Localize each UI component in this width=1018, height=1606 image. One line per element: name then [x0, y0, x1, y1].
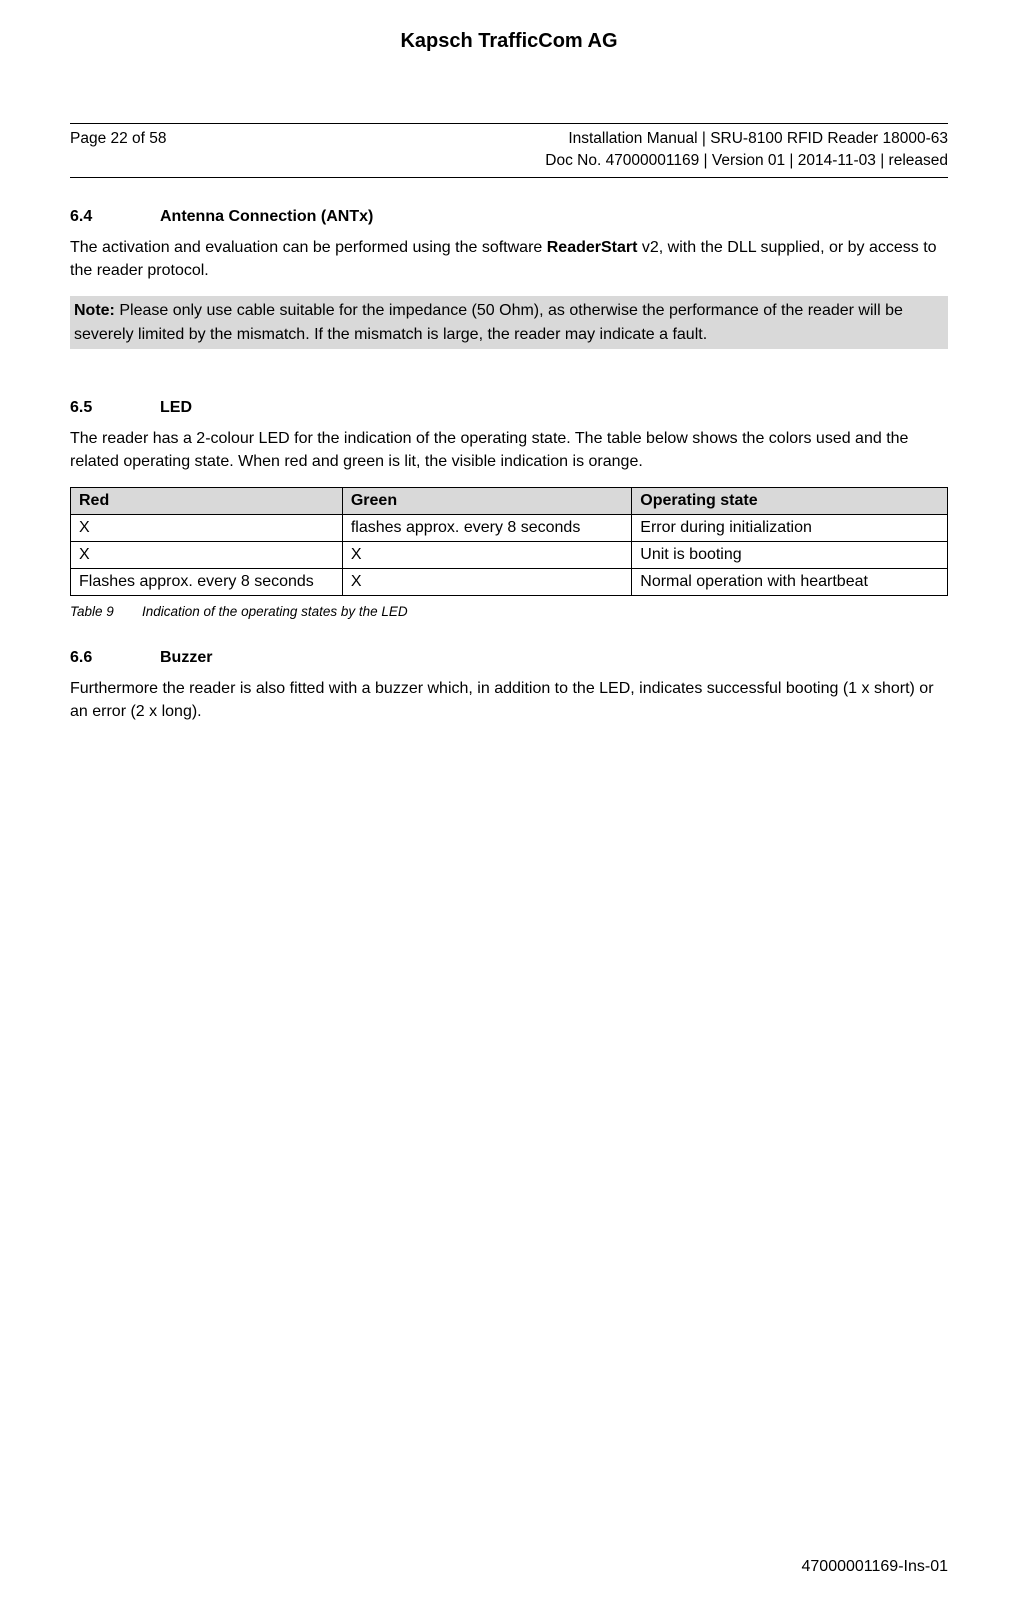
section-6-4-para: The activation and evaluation can be per… [70, 236, 948, 282]
footer-doc-id: 47000001169-Ins-01 [802, 1558, 949, 1576]
section-heading-6-4: 6.4Antenna Connection (ANTx) [70, 208, 948, 226]
table-caption: Table 9Indication of the operating state… [70, 604, 948, 619]
table-row: X X Unit is booting [71, 542, 948, 569]
table-col-state: Operating state [632, 488, 948, 515]
table-row: X flashes approx. every 8 seconds Error … [71, 515, 948, 542]
table-cell: X [71, 542, 343, 569]
table-cell: flashes approx. every 8 seconds [342, 515, 631, 542]
section-number: 6.6 [70, 649, 160, 667]
table-row: Flashes approx. every 8 seconds X Normal… [71, 569, 948, 596]
header-left: Page 22 of 58 [70, 128, 167, 173]
section-title: Antenna Connection (ANTx) [160, 208, 373, 225]
table-cell: X [342, 542, 631, 569]
table-cell: Unit is booting [632, 542, 948, 569]
page-indicator: Page 22 of 58 [70, 130, 167, 147]
para-text-bold: ReaderStart [547, 239, 638, 256]
section-title: LED [160, 399, 192, 416]
led-state-table: Red Green Operating state X flashes appr… [70, 487, 948, 596]
table-header-row: Red Green Operating state [71, 488, 948, 515]
header-right: Installation Manual | SRU-8100 RFID Read… [545, 128, 948, 173]
manual-title: Installation Manual | SRU-8100 RFID Read… [545, 128, 948, 150]
section-title: Buzzer [160, 649, 212, 666]
page-header: Page 22 of 58 Installation Manual | SRU-… [70, 123, 948, 178]
table-cell: Normal operation with heartbeat [632, 569, 948, 596]
note-box: Note: Please only use cable suitable for… [70, 296, 948, 348]
section-heading-6-6: 6.6Buzzer [70, 649, 948, 667]
table-cell: Flashes approx. every 8 seconds [71, 569, 343, 596]
para-text-before: The activation and evaluation can be per… [70, 239, 547, 256]
table-col-green: Green [342, 488, 631, 515]
caption-text: Indication of the operating states by th… [142, 604, 408, 619]
table-body: X flashes approx. every 8 seconds Error … [71, 515, 948, 596]
table-cell: Error during initialization [632, 515, 948, 542]
table-header: Red Green Operating state [71, 488, 948, 515]
table-cell: X [342, 569, 631, 596]
section-heading-6-5: 6.5LED [70, 399, 948, 417]
table-col-red: Red [71, 488, 343, 515]
note-text: Please only use cable suitable for the i… [74, 302, 903, 342]
company-title: Kapsch TrafficCom AG [70, 30, 948, 53]
section-number: 6.4 [70, 208, 160, 226]
note-label: Note: [74, 302, 115, 319]
document-page: Kapsch TrafficCom AG Page 22 of 58 Insta… [0, 0, 1018, 1606]
doc-line: Doc No. 47000001169 | Version 01 | 2014-… [545, 150, 948, 172]
caption-label: Table 9 [70, 604, 142, 619]
content: 6.4Antenna Connection (ANTx) The activat… [70, 208, 948, 724]
section-6-6-para: Furthermore the reader is also fitted wi… [70, 677, 948, 723]
section-6-5-para: The reader has a 2-colour LED for the in… [70, 427, 948, 473]
section-number: 6.5 [70, 399, 160, 417]
table-cell: X [71, 515, 343, 542]
